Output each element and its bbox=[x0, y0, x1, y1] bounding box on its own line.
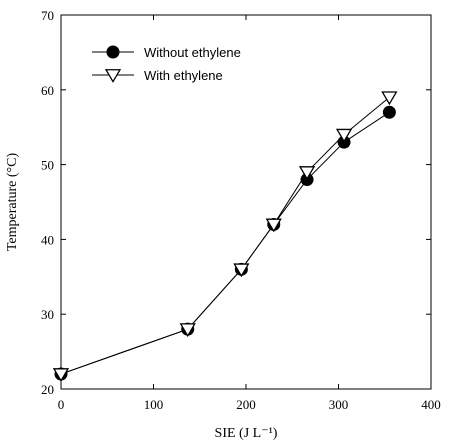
data-point bbox=[179, 323, 196, 338]
legend-label: Without ethylene bbox=[144, 45, 241, 60]
y-axis-title: Temperature (°C) bbox=[5, 153, 20, 252]
y-tick-label: 60 bbox=[41, 83, 54, 98]
y-tick-label: 70 bbox=[41, 8, 54, 23]
y-tick-label: 40 bbox=[41, 232, 54, 247]
data-point bbox=[52, 368, 70, 382]
y-tick-label: 50 bbox=[41, 158, 54, 173]
data-point bbox=[335, 128, 353, 143]
legend-circle-marker bbox=[106, 45, 120, 59]
data-point bbox=[298, 166, 316, 181]
data-point bbox=[233, 263, 250, 278]
x-tick-label: 100 bbox=[144, 397, 164, 412]
y-tick-label: 30 bbox=[41, 307, 54, 322]
axis-ticks: 0 100 200 300 400 20 30 40 50 60 70 bbox=[41, 8, 441, 412]
legend-triangle-marker bbox=[104, 69, 122, 83]
legend: Without ethylene With ethylene bbox=[92, 45, 241, 83]
x-axis-title: SIE (J L⁻¹) bbox=[215, 426, 278, 441]
data-point bbox=[381, 91, 398, 106]
data-point bbox=[265, 218, 282, 233]
x-tick-label: 200 bbox=[236, 397, 256, 412]
data-point bbox=[382, 105, 396, 119]
series-markers-1 bbox=[52, 91, 398, 382]
series-line bbox=[60, 111, 390, 375]
series-line-group-0 bbox=[60, 111, 390, 375]
x-tick-label: 0 bbox=[58, 397, 65, 412]
series-markers-0 bbox=[54, 105, 396, 381]
series-layer bbox=[52, 91, 398, 382]
x-tick-label: 300 bbox=[329, 397, 349, 412]
legend-label: With ethylene bbox=[144, 68, 223, 83]
x-tick-label: 400 bbox=[421, 397, 441, 412]
y-tick-label: 20 bbox=[41, 382, 54, 397]
